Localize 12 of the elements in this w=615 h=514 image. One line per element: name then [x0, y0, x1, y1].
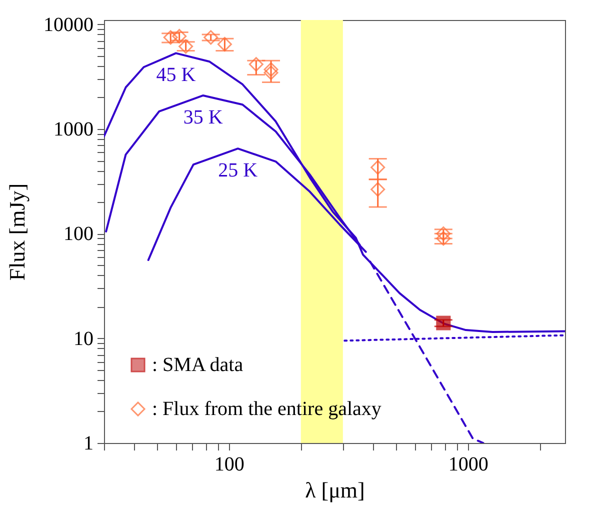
- series-label: 25 K: [218, 160, 258, 182]
- y-tick-label: 1000: [54, 118, 94, 140]
- legend-label: : Flux from the entire galaxy: [152, 398, 382, 420]
- legend-label: : SMA data: [152, 354, 244, 376]
- y-tick-label: 10: [74, 328, 94, 350]
- series-label: 35 K: [183, 106, 224, 128]
- x-axis-title: λ [μm]: [305, 478, 365, 502]
- series-label: 45 K: [156, 64, 196, 86]
- y-tick-label: 100: [64, 223, 94, 246]
- y-tick-label: 10000: [44, 14, 94, 36]
- y-tick-label: 1: [84, 432, 94, 454]
- y-axis-title: Flux [mJy]: [4, 183, 30, 281]
